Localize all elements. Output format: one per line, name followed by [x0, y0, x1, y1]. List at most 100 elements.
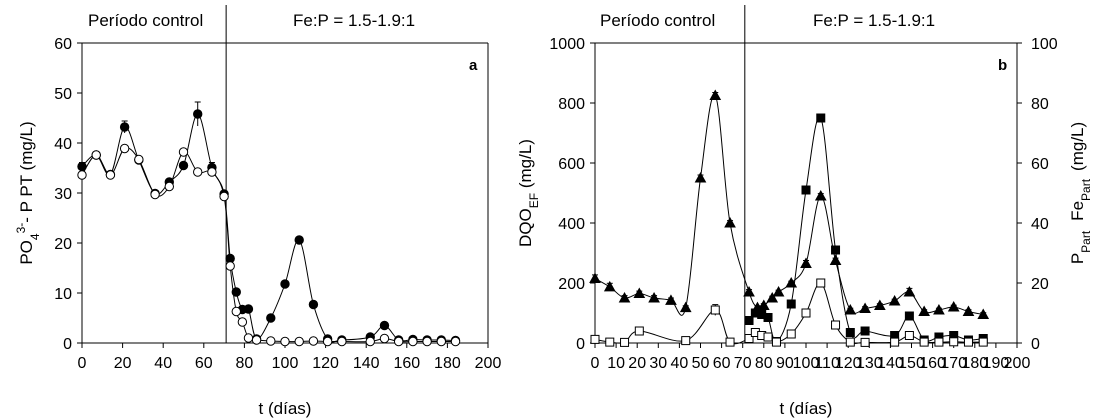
panel-a-point-po4-p	[207, 167, 217, 177]
panel-a-point-po4-p	[379, 333, 390, 344]
panel-b-point-p_part	[744, 334, 754, 343]
panel-b-point-dqo_ef	[903, 285, 916, 297]
panel-b-point-dqo_ef	[665, 294, 677, 305]
panel-b-point-fe_part	[786, 299, 796, 309]
panel-a-point-po4-p	[280, 336, 290, 347]
panel-b-point-p_part	[771, 337, 781, 347]
panel-b-period-label-treatment: Fe:P = 1.5-1.9:1	[813, 11, 935, 30]
panel-b-point-dqo_ef	[694, 171, 707, 183]
panel-b-point-p_part	[845, 337, 855, 347]
panel-a-point-pt	[308, 299, 319, 310]
panel-a-x-tick-label: 100	[272, 355, 299, 372]
panel-b-right-y-axis-label: PPartFePart(mg/L)	[1068, 122, 1093, 264]
panel-b-x-tick-label: 80	[755, 355, 773, 372]
panel-a-point-pt	[266, 313, 276, 323]
panel-b-x-tick-label: 140	[877, 355, 904, 372]
panel-a-x-tick-label: 40	[154, 355, 172, 372]
panel-a-point-po4-p	[365, 336, 375, 347]
panel-b-point-fe_part	[845, 328, 855, 337]
panel-b-letter: b	[998, 57, 1007, 74]
panel-b-point-dqo_ef	[918, 305, 931, 316]
panel-b-point-p_part	[978, 337, 988, 347]
panel-a-point-po4-p	[119, 143, 130, 154]
panel-b-point-p_part	[801, 308, 811, 318]
panel-a-x-tick-label: 160	[393, 355, 420, 372]
panel-a-point-po4-p	[77, 170, 87, 180]
panel-b-x-axis-label: t (días)	[780, 399, 833, 418]
panel-b-x-tick-label: 160	[919, 355, 946, 372]
panel-b-y-tick-label: 0	[576, 336, 585, 353]
panel-a-chart: 0 20 40 60 80 100 120 140 160 180 200 0 10 20 30 40 50 60…	[14, 5, 501, 418]
panel-b-point-fe_part	[816, 113, 826, 123]
panel-b-x-tick-label: 100	[793, 355, 820, 372]
panel-b-y-tick-label: 400	[558, 216, 585, 233]
panel-b-ticks: 0 10 20 30 40 50 60 70 80 90100110120130140150160…	[549, 36, 1057, 372]
panel-a-period-label-treatment: Fe:P = 1.5-1.9:1	[293, 11, 415, 30]
panel-a-point-pt	[379, 320, 390, 331]
panel-a-point-pt	[294, 235, 304, 245]
panel-b-point-dqo_ef	[772, 285, 785, 297]
panel-a-y-tick-label: 60	[54, 36, 72, 53]
panel-a-y-axis-label: PO43-- P PT (mg/L)	[14, 121, 42, 264]
panel-b-right-y-tick-label: 80	[1031, 96, 1049, 113]
panel-b-y-tick-label: 800	[558, 96, 585, 113]
panel-a-series	[77, 101, 461, 347]
panel-a-y-tick-label: 10	[54, 286, 72, 303]
panel-a-ticks: 0 20 40 60 80 100 120 140 160 180 200 0 10 20 30 40 50 60	[54, 36, 501, 372]
panel-b-point-p_part	[934, 337, 944, 347]
panel-b-x-tick-label: 70	[734, 355, 752, 372]
panel-b-x-tick-label: 60	[713, 355, 731, 372]
panel-b-x-tick-label: 0	[591, 355, 600, 372]
panel-b-x-tick-label: 190	[983, 355, 1010, 372]
panel-a-point-po4-p	[150, 189, 160, 200]
panel-a-point-po4-p	[266, 336, 276, 346]
panel-b-point-fe_part	[904, 311, 914, 321]
panel-a-point-po4-p	[294, 336, 304, 347]
panel-a-point-pt	[280, 279, 290, 289]
panel-b-point-p_part	[710, 305, 720, 315]
panel-b-x-tick-label: 50	[692, 355, 710, 372]
panel-b-y-tick-label: 1000	[549, 36, 585, 53]
panel-a-point-pt	[231, 287, 241, 297]
panel-a-point-po4-p	[164, 181, 174, 192]
panel-b-x-tick-label: 130	[856, 355, 883, 372]
panel-a-x-tick-label: 120	[312, 355, 339, 372]
panel-a-point-po4-p	[134, 154, 144, 165]
panel-a-series-line-pt	[81, 113, 456, 343]
panel-b-point-p_part	[949, 337, 959, 347]
panel-b-point-dqo_ef	[785, 276, 798, 288]
panel-a-y-tick-label: 20	[54, 236, 72, 253]
panel-a-point-po4-p	[237, 317, 248, 327]
panel-a-y-tick-label: 40	[54, 136, 72, 153]
panel-a-x-tick-label: 200	[475, 355, 502, 372]
panel-b-point-fe_part	[860, 326, 870, 336]
panel-b-x-tick-label: 120	[835, 355, 862, 372]
panel-a-point-po4-p	[243, 333, 254, 343]
panel-b-point-dqo_ef	[829, 254, 842, 265]
panel-b-point-dqo_ef	[859, 302, 871, 313]
panel-a-point-po4-p	[422, 336, 432, 347]
panel-a-point-pt	[193, 109, 203, 119]
panel-b-point-fe_part	[763, 313, 773, 322]
panel-b-point-dqo_ef	[633, 287, 646, 298]
panel-b-point-dqo_ef	[757, 299, 770, 310]
panel-a-point-po4-p	[231, 306, 241, 317]
panel-a-point-po4-p	[408, 336, 418, 347]
panel-b-point-dqo_ef	[800, 257, 812, 268]
panel-b-y-tick-label: 600	[558, 156, 585, 173]
panel-b-point-dqo_ef	[874, 299, 886, 310]
panel-b-x-tick-label: 200	[1004, 355, 1031, 372]
panel-b-point-p_part	[816, 278, 826, 288]
panel-b-x-tick-label: 180	[961, 355, 988, 372]
panel-a-x-tick-label: 140	[353, 355, 380, 372]
panel-b-x-tick-label: 20	[628, 355, 646, 372]
panel-a-point-po4-p	[251, 335, 262, 345]
panel-b-point-p_part	[763, 332, 773, 342]
panel-b-left-y-axis-label: DQOEF (mg/L)	[516, 139, 541, 247]
panel-a-x-tick-label: 180	[434, 355, 461, 372]
panel-b-point-p_part	[725, 337, 735, 347]
panel-b-point-p_part	[681, 336, 691, 346]
panel-a-point-pt	[243, 304, 254, 314]
panel-b-right-y-tick-label: 100	[1031, 36, 1058, 53]
